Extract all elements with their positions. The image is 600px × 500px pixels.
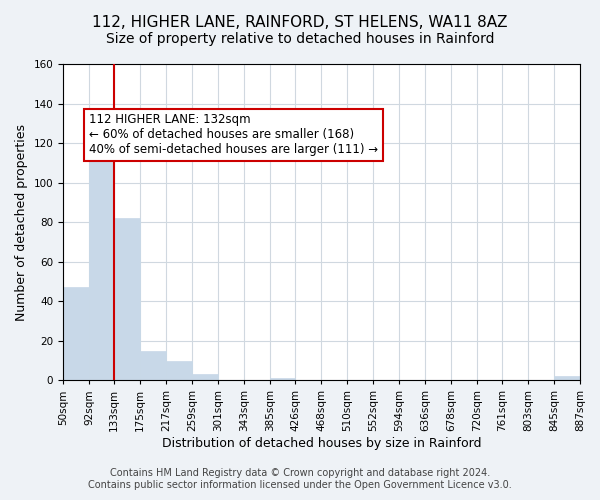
Bar <box>140 350 166 380</box>
Bar <box>63 288 89 380</box>
Text: 112, HIGHER LANE, RAINFORD, ST HELENS, WA11 8AZ: 112, HIGHER LANE, RAINFORD, ST HELENS, W… <box>92 15 508 30</box>
Bar <box>554 376 580 380</box>
Y-axis label: Number of detached properties: Number of detached properties <box>15 124 28 320</box>
Text: Size of property relative to detached houses in Rainford: Size of property relative to detached ho… <box>106 32 494 46</box>
Text: 112 HIGHER LANE: 132sqm
← 60% of detached houses are smaller (168)
40% of semi-d: 112 HIGHER LANE: 132sqm ← 60% of detache… <box>89 114 378 156</box>
X-axis label: Distribution of detached houses by size in Rainford: Distribution of detached houses by size … <box>162 437 481 450</box>
Bar <box>270 378 295 380</box>
Bar <box>166 360 192 380</box>
Bar <box>114 218 140 380</box>
Bar <box>192 374 218 380</box>
Text: Contains HM Land Registry data © Crown copyright and database right 2024.
Contai: Contains HM Land Registry data © Crown c… <box>88 468 512 490</box>
Bar <box>89 133 114 380</box>
